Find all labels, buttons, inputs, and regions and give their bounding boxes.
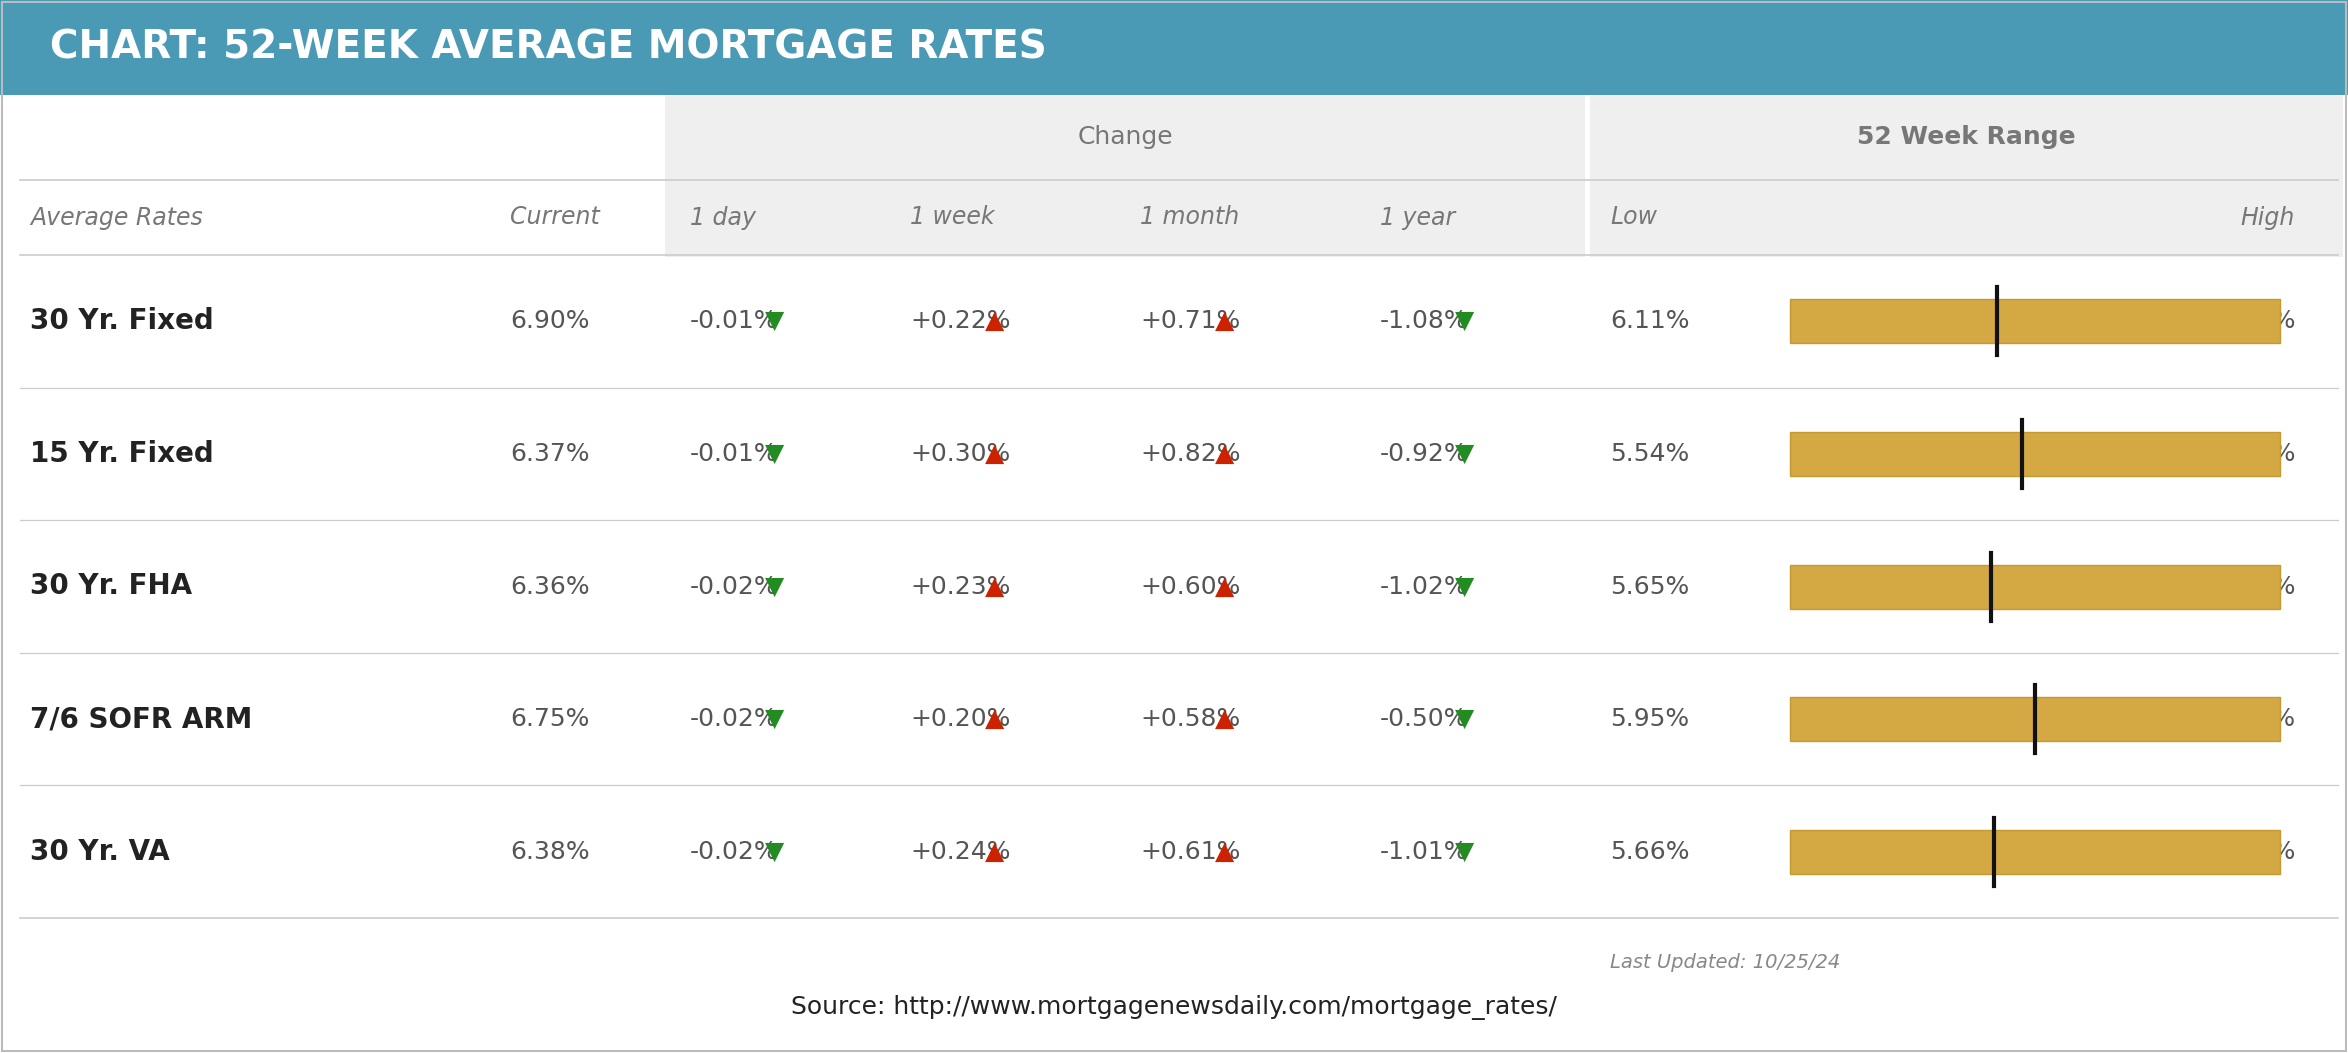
Text: 7.55%: 7.55% [2217,708,2294,731]
Text: 6.90%: 6.90% [510,310,589,334]
Text: -0.02%: -0.02% [690,575,780,598]
Bar [1789,299,2280,343]
Text: Source: http://www.mortgagenewsdaily.com/mortgage_rates/: Source: http://www.mortgagenewsdaily.com… [791,995,1557,1020]
Text: ▼: ▼ [765,839,784,863]
Text: 6.38%: 6.38% [510,839,589,863]
Text: +0.60%: +0.60% [1141,575,1240,598]
Text: ▲: ▲ [986,575,1005,598]
Text: ▼: ▼ [765,708,784,731]
Bar [664,95,1585,257]
Text: 15 Yr. Fixed: 15 Yr. Fixed [31,440,214,468]
Text: ▼: ▼ [1456,442,1475,465]
Text: +0.23%: +0.23% [911,575,1010,598]
Text: 6.36%: 6.36% [510,575,589,598]
Text: ▼: ▼ [765,310,784,334]
Bar [1789,432,2280,476]
Text: 52 Week Range: 52 Week Range [1857,125,2076,150]
Text: ▲: ▲ [986,310,1005,334]
Text: Change: Change [1078,125,1172,150]
Text: 5.54%: 5.54% [1611,442,1688,465]
Text: ▲: ▲ [1214,708,1235,731]
Text: 5.66%: 5.66% [1611,839,1691,863]
Text: -0.02%: -0.02% [690,839,780,863]
Text: -0.01%: -0.01% [690,310,780,334]
Text: 1 day: 1 day [690,205,756,230]
Bar [0,0,2348,95]
Text: -0.01%: -0.01% [690,442,780,465]
Text: 7.98%: 7.98% [2217,310,2294,334]
Text: ▲: ▲ [986,708,1005,731]
Text: ▲: ▲ [1214,575,1235,598]
Text: ▲: ▲ [986,442,1005,465]
Text: -1.02%: -1.02% [1381,575,1468,598]
Text: Average Rates: Average Rates [31,205,202,230]
Text: +0.71%: +0.71% [1141,310,1240,334]
Text: ▲: ▲ [1214,310,1235,334]
Text: Low: Low [1611,205,1658,230]
Text: -1.01%: -1.01% [1381,839,1468,863]
Text: ▼: ▼ [1456,310,1475,334]
Text: ▲: ▲ [986,839,1005,863]
Text: -0.92%: -0.92% [1381,442,1468,465]
Text: ▼: ▼ [765,442,784,465]
Text: 30 Yr. FHA: 30 Yr. FHA [31,573,193,600]
Text: CHART: 52-WEEK AVERAGE MORTGAGE RATES: CHART: 52-WEEK AVERAGE MORTGAGE RATES [49,28,1047,66]
Bar [1590,95,2343,257]
Text: 1 year: 1 year [1381,205,1456,230]
Text: ▼: ▼ [765,575,784,598]
Text: High: High [2240,205,2294,230]
Text: 6.37%: 6.37% [510,442,589,465]
Text: 7.38%: 7.38% [2217,575,2294,598]
Bar [1789,697,2280,741]
Text: 7/6 SOFR ARM: 7/6 SOFR ARM [31,706,251,733]
Text: -0.50%: -0.50% [1381,708,1468,731]
Text: ▼: ▼ [1456,575,1475,598]
Text: +0.20%: +0.20% [911,708,1010,731]
Bar [1789,830,2280,874]
Text: +0.30%: +0.30% [911,442,1010,465]
Text: 1 week: 1 week [911,205,996,230]
Text: -0.02%: -0.02% [690,708,780,731]
Bar [1789,564,2280,609]
Text: +0.22%: +0.22% [911,310,1010,334]
Text: 7.29%: 7.29% [2217,442,2294,465]
Text: 1 month: 1 month [1141,205,1240,230]
Text: Current: Current [510,205,599,230]
Text: ▲: ▲ [1214,839,1235,863]
Text: 30 Yr. VA: 30 Yr. VA [31,838,169,866]
Text: ▼: ▼ [1456,708,1475,731]
Text: 5.95%: 5.95% [1611,708,1688,731]
Text: 6.11%: 6.11% [1611,310,1691,334]
Text: 7.39%: 7.39% [2217,839,2294,863]
Text: +0.82%: +0.82% [1141,442,1240,465]
Text: +0.58%: +0.58% [1141,708,1240,731]
Text: ▼: ▼ [1456,839,1475,863]
Text: 5.65%: 5.65% [1611,575,1688,598]
Text: -1.08%: -1.08% [1381,310,1468,334]
Text: ▲: ▲ [1214,442,1235,465]
Text: Last Updated: 10/25/24: Last Updated: 10/25/24 [1611,954,1841,973]
Text: 6.75%: 6.75% [510,708,589,731]
Text: +0.61%: +0.61% [1141,839,1240,863]
Text: 30 Yr. Fixed: 30 Yr. Fixed [31,307,214,335]
Text: +0.24%: +0.24% [911,839,1010,863]
